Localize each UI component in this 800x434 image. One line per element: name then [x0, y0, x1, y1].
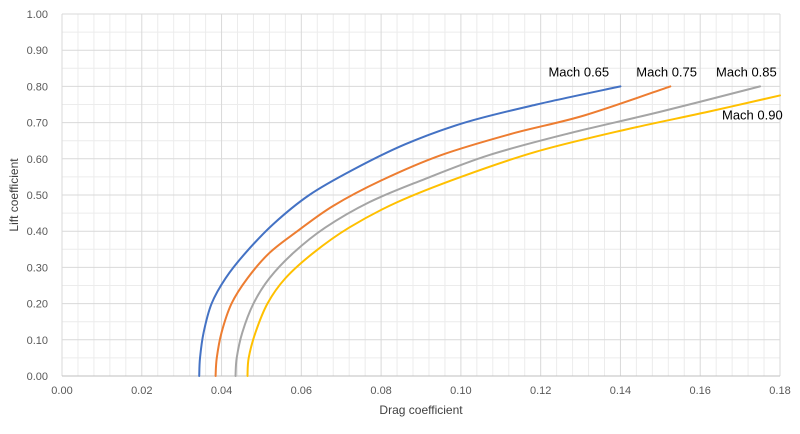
y-tick-label: 0.90 [27, 45, 48, 57]
series-labels: Mach 0.65 Mach 0.75 Mach 0.85 Mach 0.90 [548, 64, 782, 122]
y-tick-label: 0.60 [27, 154, 48, 166]
series-line-mach-0-85 [234, 85, 762, 377]
x-tick-label: 0.10 [450, 385, 471, 397]
y-axis-tick-labels: 0.00 0.10 0.20 0.30 0.40 0.50 0.60 0.70 0.80 0.90… [27, 9, 48, 383]
y-tick-label: 0.10 [27, 335, 48, 347]
x-tick-label: 0.18 [769, 385, 790, 397]
series-label-mach-0-75: Mach 0.75 [636, 64, 697, 79]
series-line-mach-0-65 [198, 85, 622, 377]
y-tick-label: 0.80 [27, 81, 48, 93]
y-tick-label: 0.70 [27, 118, 48, 130]
y-tick-label: 0.30 [27, 262, 48, 274]
y-axis-title: Lift coefficient [7, 158, 21, 232]
series-label-mach-0-90: Mach 0.90 [722, 107, 783, 122]
series-lines [198, 85, 781, 377]
x-axis-title: Drag coefficient [379, 403, 463, 417]
series-label-mach-0-85: Mach 0.85 [716, 64, 777, 79]
y-tick-label: 0.40 [27, 226, 48, 238]
series-line-mach-0-90 [246, 94, 781, 377]
x-tick-label: 0.08 [370, 385, 391, 397]
series-label-mach-0-65: Mach 0.65 [548, 64, 609, 79]
x-tick-label: 0.16 [690, 385, 711, 397]
y-tick-label: 1.00 [27, 9, 48, 21]
series-line-mach-0-75 [214, 85, 672, 377]
x-tick-label: 0.00 [51, 385, 72, 397]
x-tick-label: 0.02 [131, 385, 152, 397]
x-axis-tick-labels: 0.00 0.02 0.04 0.06 0.08 0.10 0.12 0.14 0.16 0.18 [51, 385, 790, 397]
x-tick-label: 0.04 [211, 385, 232, 397]
x-tick-label: 0.06 [291, 385, 312, 397]
x-tick-label: 0.14 [610, 385, 631, 397]
x-tick-label: 0.12 [530, 385, 551, 397]
y-tick-label: 0.00 [27, 371, 48, 383]
y-tick-label: 0.20 [27, 299, 48, 311]
y-tick-label: 0.50 [27, 190, 48, 202]
